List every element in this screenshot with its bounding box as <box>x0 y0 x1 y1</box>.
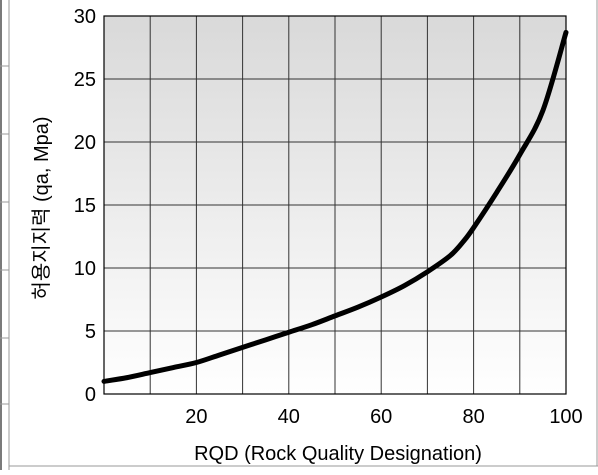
y-tick-label: 10 <box>74 258 96 280</box>
y-tick-label: 25 <box>74 69 96 91</box>
x-tick-label: 80 <box>462 406 484 428</box>
x-tick-label: 100 <box>549 406 582 428</box>
x-tick-label: 20 <box>185 406 207 428</box>
x-tick-labels: 20 40 60 80 100 <box>185 406 582 428</box>
y-tick-label: 5 <box>85 321 96 343</box>
y-tick-label: 20 <box>74 132 96 154</box>
series-line <box>101 29 569 384</box>
y-tick-label: 0 <box>85 384 96 406</box>
plot-border <box>103 15 567 395</box>
grid-lines <box>104 16 566 394</box>
y-axis-label: 허용지지력 (qa, Mpa) <box>30 116 53 299</box>
x-tick-label: 60 <box>370 406 392 428</box>
x-tick-label: 40 <box>278 406 300 428</box>
y-tick-label: 15 <box>74 195 96 217</box>
y-tick-labels: 0 5 10 15 20 25 30 <box>74 6 96 406</box>
x-axis-label: RQD (Rock Quality Designation) <box>194 443 482 465</box>
y-tick-label: 30 <box>74 6 96 28</box>
series-layer <box>101 29 569 384</box>
